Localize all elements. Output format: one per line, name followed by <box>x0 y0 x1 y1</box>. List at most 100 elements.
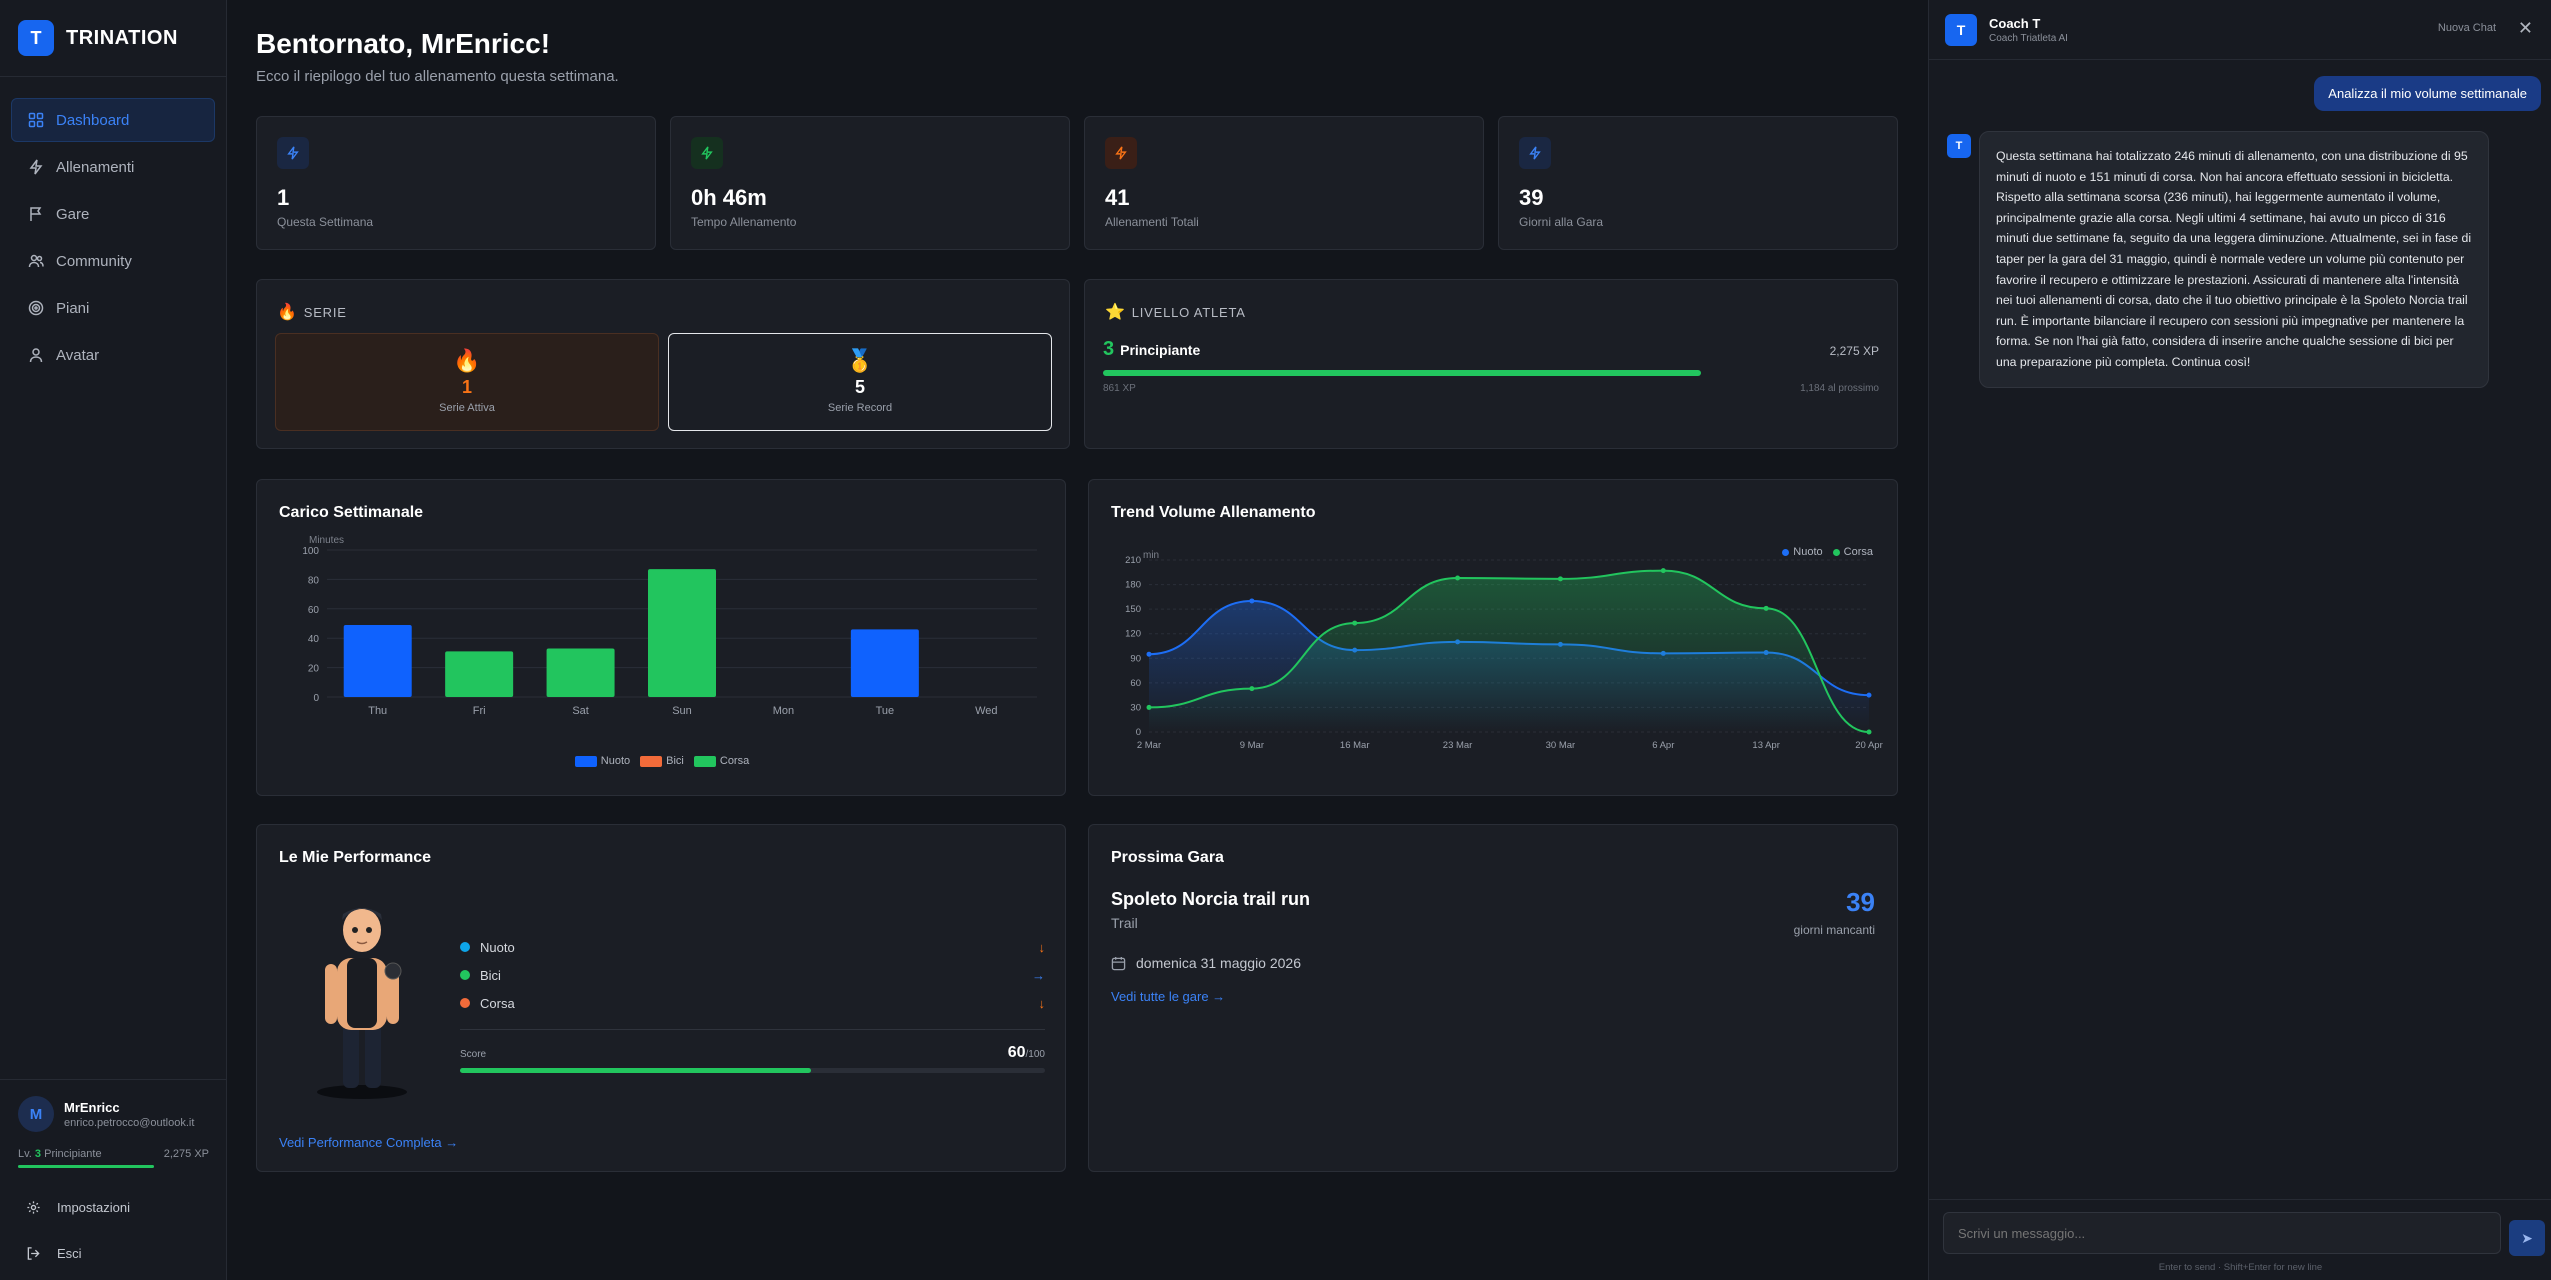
settings-label: Impostazioni <box>57 1199 130 1215</box>
discipline-label: Corsa <box>480 995 515 1011</box>
point-corsa <box>1557 576 1563 582</box>
point-corsa <box>1146 704 1152 710</box>
list-item: Corsa ↓ <box>460 989 1045 1017</box>
legend-label: Nuoto <box>1793 546 1823 558</box>
y-tick-label: 0 <box>1136 727 1141 738</box>
score-label: Score <box>460 1049 487 1060</box>
x-tick-label: 16 Mar <box>1340 740 1370 751</box>
send-button[interactable]: ➤ <box>2509 1220 2545 1256</box>
x-tick-label: Thu <box>368 705 387 717</box>
x-tick-label: Tue <box>876 705 895 717</box>
sidebar-nav: Dashboard Allenamenti Gare Community Pia… <box>0 77 226 377</box>
stat-label: Giorni alla Gara <box>1519 215 1604 229</box>
flag-icon <box>30 207 42 221</box>
legend-label: Corsa <box>1843 546 1873 558</box>
discipline-trends: Nuoto ↓ Bici → Corsa ↓ Score 60/100 <box>460 933 1045 1073</box>
point-corsa <box>1866 729 1872 735</box>
y-tick-label: 180 <box>1125 580 1141 591</box>
fire-icon: 🔥 <box>453 348 481 373</box>
bolt-icon <box>1105 137 1137 169</box>
weekly-load-card: Carico Settimanale Minutes 0 20 40 60 80 100 Th… <box>256 479 1066 796</box>
athlete-level-card: ⭐ LIVELLO ATLETA 3 Principiante 2,275 XP … <box>1084 279 1898 449</box>
active-streak-label: Serie Attiva <box>439 402 495 414</box>
legend-swatch-bici <box>640 755 663 767</box>
performance-link[interactable]: Vedi Performance Completa → <box>279 1135 459 1150</box>
point-corsa <box>1763 605 1769 611</box>
streak-title-text: SERIE <box>303 304 347 320</box>
close-icon[interactable]: ✕ <box>2517 18 2533 38</box>
list-item: Nuoto ↓ <box>460 933 1045 961</box>
x-tick-label: 13 Apr <box>1752 740 1779 751</box>
race-name: Spoleto Norcia trail run <box>1111 889 1311 909</box>
y-axis-unit: Minutes <box>309 535 344 546</box>
input-hint: Enter to send · Shift+Enter for new line <box>2158 1262 2323 1273</box>
chat-header: T Coach T Coach Triatleta AI Nuova Chat … <box>1929 0 2551 60</box>
stat-card-race-days: 39 Giorni alla Gara <box>1498 116 1898 250</box>
level-progress-bar <box>1103 370 1880 376</box>
user-icon <box>29 348 43 363</box>
level-progress-bar <box>18 1165 154 1168</box>
sidebar: T TRINATION Dashboard Allenamenti Gare C… <box>0 0 227 1280</box>
avatar: M <box>18 1096 54 1132</box>
y-tick-label: 210 <box>1125 555 1141 566</box>
logout-link[interactable]: Esci <box>18 1234 209 1272</box>
gear-icon <box>27 1200 40 1214</box>
stat-label: Questa Settimana <box>277 215 374 229</box>
score-value: 60 <box>1007 1044 1026 1061</box>
discipline-label: Bici <box>480 967 501 983</box>
coach-logo: T <box>1945 13 1977 46</box>
x-tick-label: Mon <box>773 705 794 717</box>
chat-message-input[interactable] <box>1943 1212 2501 1254</box>
sidebar-item-allenamenti[interactable]: Allenamenti <box>11 145 215 189</box>
sidebar-item-label: Piani <box>56 299 90 317</box>
coach-chat-panel: T Coach T Coach Triatleta AI Nuova Chat … <box>1928 0 2551 1280</box>
user-name: MrEnricc <box>64 1099 120 1115</box>
level-title-text: LIVELLO ATLETA <box>1131 304 1246 320</box>
active-streak-value: 1 <box>461 377 472 397</box>
coach-message: Questa settimana hai totalizzato 246 min… <box>1979 131 2489 388</box>
discipline-dot <box>460 998 470 1008</box>
send-icon: ➤ <box>2521 1229 2533 1246</box>
volume-trend-card: Trend Volume Allenamento Nuoto Corsa min… <box>1088 479 1898 796</box>
point-corsa <box>1455 575 1461 581</box>
coach-avatar: T <box>1947 134 1971 158</box>
athlete-avatar-image <box>317 908 407 1099</box>
all-races-link[interactable]: Vedi tutte le gare → <box>1111 989 1226 1004</box>
level-prefix: Lv. <box>18 1148 32 1160</box>
sidebar-item-community[interactable]: Community <box>11 239 215 283</box>
legend-label: Corsa <box>719 755 750 767</box>
y-tick-label: 90 <box>1130 653 1141 664</box>
bar-nuoto <box>850 629 919 697</box>
y-tick-label: 150 <box>1125 604 1141 615</box>
record-streak: 🥇 5 Serie Record <box>668 333 1052 431</box>
main-content: Bentornato, MrEnricc! Ecco il riepilogo … <box>228 0 1928 1280</box>
discipline-dot <box>460 970 470 980</box>
x-tick-label: 6 Apr <box>1652 740 1674 751</box>
level-current-xp: 861 XP <box>1103 383 1136 394</box>
record-streak-value: 5 <box>854 377 865 397</box>
bolt-icon <box>691 137 723 169</box>
stat-card-total: 41 Allenamenti Totali <box>1084 116 1484 250</box>
point-nuoto <box>1146 651 1152 657</box>
sidebar-item-piani[interactable]: Piani <box>11 286 215 330</box>
sidebar-item-dashboard[interactable]: Dashboard <box>11 98 215 142</box>
volume-trend-chart: min 0 30 60 90 120 150 180 210 2 Mar 9 Mar 16 Mar 23… <box>1125 550 1883 751</box>
new-chat-button[interactable]: Nuova Chat <box>2437 22 2496 34</box>
sidebar-item-avatar[interactable]: Avatar <box>11 333 215 377</box>
user-profile[interactable]: M MrEnricc enrico.petrocco@outlook.it <box>18 1096 209 1132</box>
settings-link[interactable]: Impostazioni <box>18 1188 209 1226</box>
legend-swatch-corsa <box>693 755 716 767</box>
sidebar-item-gare[interactable]: Gare <box>11 192 215 236</box>
bar-corsa <box>648 569 716 697</box>
streak-title: 🔥 SERIE <box>277 302 347 322</box>
user-xp: 2,275 XP <box>163 1148 209 1160</box>
y-tick-label: 20 <box>308 664 320 675</box>
fire-icon: 🔥 <box>277 304 298 321</box>
level-name: Principiante <box>1120 342 1201 358</box>
x-tick-label: Sat <box>572 705 589 717</box>
y-tick-label: 60 <box>1130 678 1141 689</box>
brand[interactable]: T TRINATION <box>0 0 226 77</box>
race-days-value: 39 <box>1846 887 1875 917</box>
area-corsa <box>1149 570 1869 732</box>
race-type: Trail <box>1111 915 1138 931</box>
